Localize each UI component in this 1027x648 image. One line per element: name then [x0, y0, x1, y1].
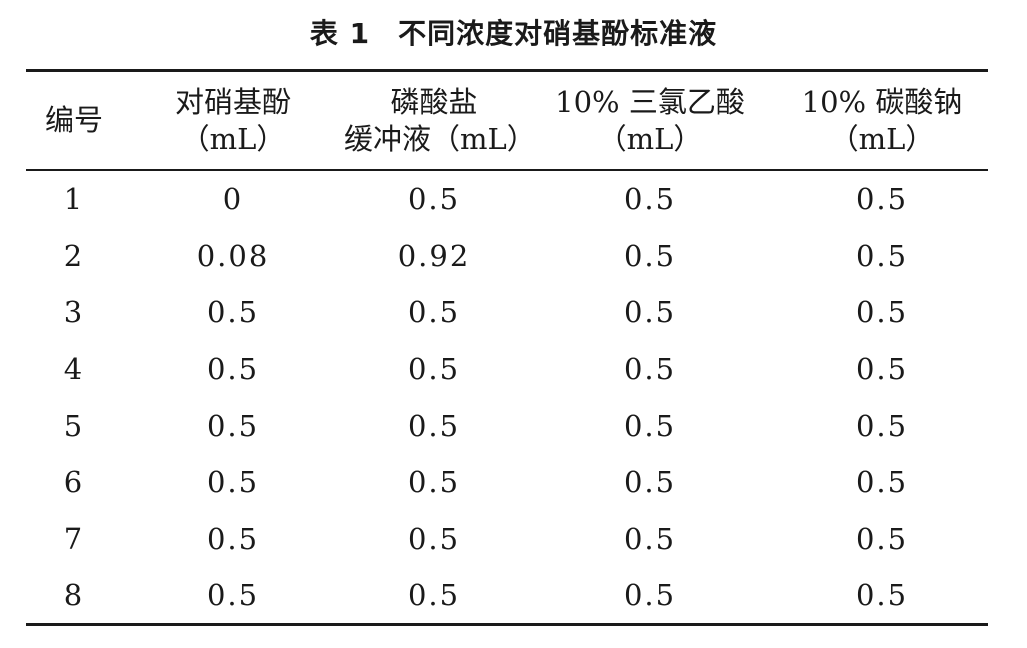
header-unit: 缓冲液（mL） [344, 121, 536, 156]
cell-nitrophenol: 0.08 [196, 238, 270, 273]
cell-trichloroacetic-acid: 0.5 [623, 352, 677, 387]
cell-sodium-carbonate: 0.5 [855, 182, 909, 217]
cell-nitrophenol: 0.5 [206, 352, 260, 387]
cell-nitrophenol: 0.5 [206, 295, 260, 330]
data-table: 编号 对硝基酚 （mL） 磷酸盐 缓冲液（mL） 10% 三氯乙酸 （mL） 1… [26, 72, 988, 624]
table-row: 1 0 0.5 0.5 0.5 [26, 169, 988, 228]
cell-phosphate-buffer: 0.5 [407, 578, 461, 613]
cell-phosphate-buffer: 0.5 [407, 521, 461, 556]
cell-nitrophenol: 0.5 [206, 465, 260, 500]
header-label: 10% 三氯乙酸 [555, 84, 745, 119]
cell-phosphate-buffer: 0.5 [407, 352, 461, 387]
header-unit: （mL） [597, 121, 703, 156]
table-row: 7 0.5 0.5 0.5 0.5 [26, 511, 988, 568]
cell-phosphate-buffer: 0.5 [407, 295, 461, 330]
cell-trichloroacetic-acid: 0.5 [623, 578, 677, 613]
header-rule [26, 169, 988, 171]
header-label: 磷酸盐 [390, 84, 478, 119]
cell-trichloroacetic-acid: 0.5 [623, 182, 677, 217]
cell-phosphate-buffer: 0.5 [407, 408, 461, 443]
header-row: 编号 对硝基酚 （mL） 磷酸盐 缓冲液（mL） 10% 三氯乙酸 （mL） 1… [26, 72, 988, 169]
cell-nitrophenol: 0 [222, 182, 244, 217]
table-row: 6 0.5 0.5 0.5 0.5 [26, 454, 988, 511]
cell-nitrophenol: 0.5 [206, 521, 260, 556]
header-trichloroacetic-acid: 10% 三氯乙酸 （mL） [524, 72, 776, 169]
top-rule [26, 69, 988, 72]
cell-number: 7 [63, 521, 85, 556]
cell-nitrophenol: 0.5 [206, 408, 260, 443]
cell-phosphate-buffer: 0.92 [397, 238, 471, 273]
cell-sodium-carbonate: 0.5 [855, 465, 909, 500]
cell-number: 1 [63, 182, 85, 217]
cell-sodium-carbonate: 0.5 [855, 408, 909, 443]
header-nitrophenol: 对硝基酚 （mL） [122, 72, 344, 169]
cell-number: 8 [63, 578, 85, 613]
cell-trichloroacetic-acid: 0.5 [623, 295, 677, 330]
cell-number: 2 [63, 238, 85, 273]
cell-number: 5 [63, 408, 85, 443]
cell-trichloroacetic-acid: 0.5 [623, 521, 677, 556]
cell-trichloroacetic-acid: 0.5 [623, 465, 677, 500]
header-label: 对硝基酚 [174, 84, 291, 119]
header-label: 10% 碳酸钠 [801, 84, 963, 119]
cell-phosphate-buffer: 0.5 [407, 182, 461, 217]
cell-sodium-carbonate: 0.5 [855, 521, 909, 556]
table-row: 5 0.5 0.5 0.5 0.5 [26, 397, 988, 454]
cell-nitrophenol: 0.5 [206, 578, 260, 613]
table-row: 3 0.5 0.5 0.5 0.5 [26, 284, 988, 341]
cell-trichloroacetic-acid: 0.5 [623, 238, 677, 273]
table-caption: 表 1 不同浓度对硝基酚标准液 [0, 14, 1027, 54]
header-unit: （mL） [829, 121, 935, 156]
header-number: 编号 [26, 72, 122, 169]
header-sodium-carbonate: 10% 碳酸钠 （mL） [776, 72, 988, 169]
cell-sodium-carbonate: 0.5 [855, 295, 909, 330]
table-title: 不同浓度对硝基酚标准液 [398, 17, 718, 50]
table-number: 表 1 [309, 17, 371, 50]
cell-phosphate-buffer: 0.5 [407, 465, 461, 500]
bottom-rule [26, 623, 988, 626]
header-unit: （mL） [180, 121, 286, 156]
header-label: 编号 [44, 103, 103, 137]
cell-number: 3 [63, 295, 85, 330]
cell-number: 6 [63, 465, 85, 500]
cell-sodium-carbonate: 0.5 [855, 238, 909, 273]
table-row: 2 0.08 0.92 0.5 0.5 [26, 228, 988, 285]
cell-number: 4 [63, 352, 85, 387]
cell-sodium-carbonate: 0.5 [855, 578, 909, 613]
table-row: 8 0.5 0.5 0.5 0.5 [26, 567, 988, 624]
table-row: 4 0.5 0.5 0.5 0.5 [26, 341, 988, 398]
cell-trichloroacetic-acid: 0.5 [623, 408, 677, 443]
header-phosphate-buffer: 磷酸盐 缓冲液（mL） [344, 72, 536, 169]
cell-sodium-carbonate: 0.5 [855, 352, 909, 387]
